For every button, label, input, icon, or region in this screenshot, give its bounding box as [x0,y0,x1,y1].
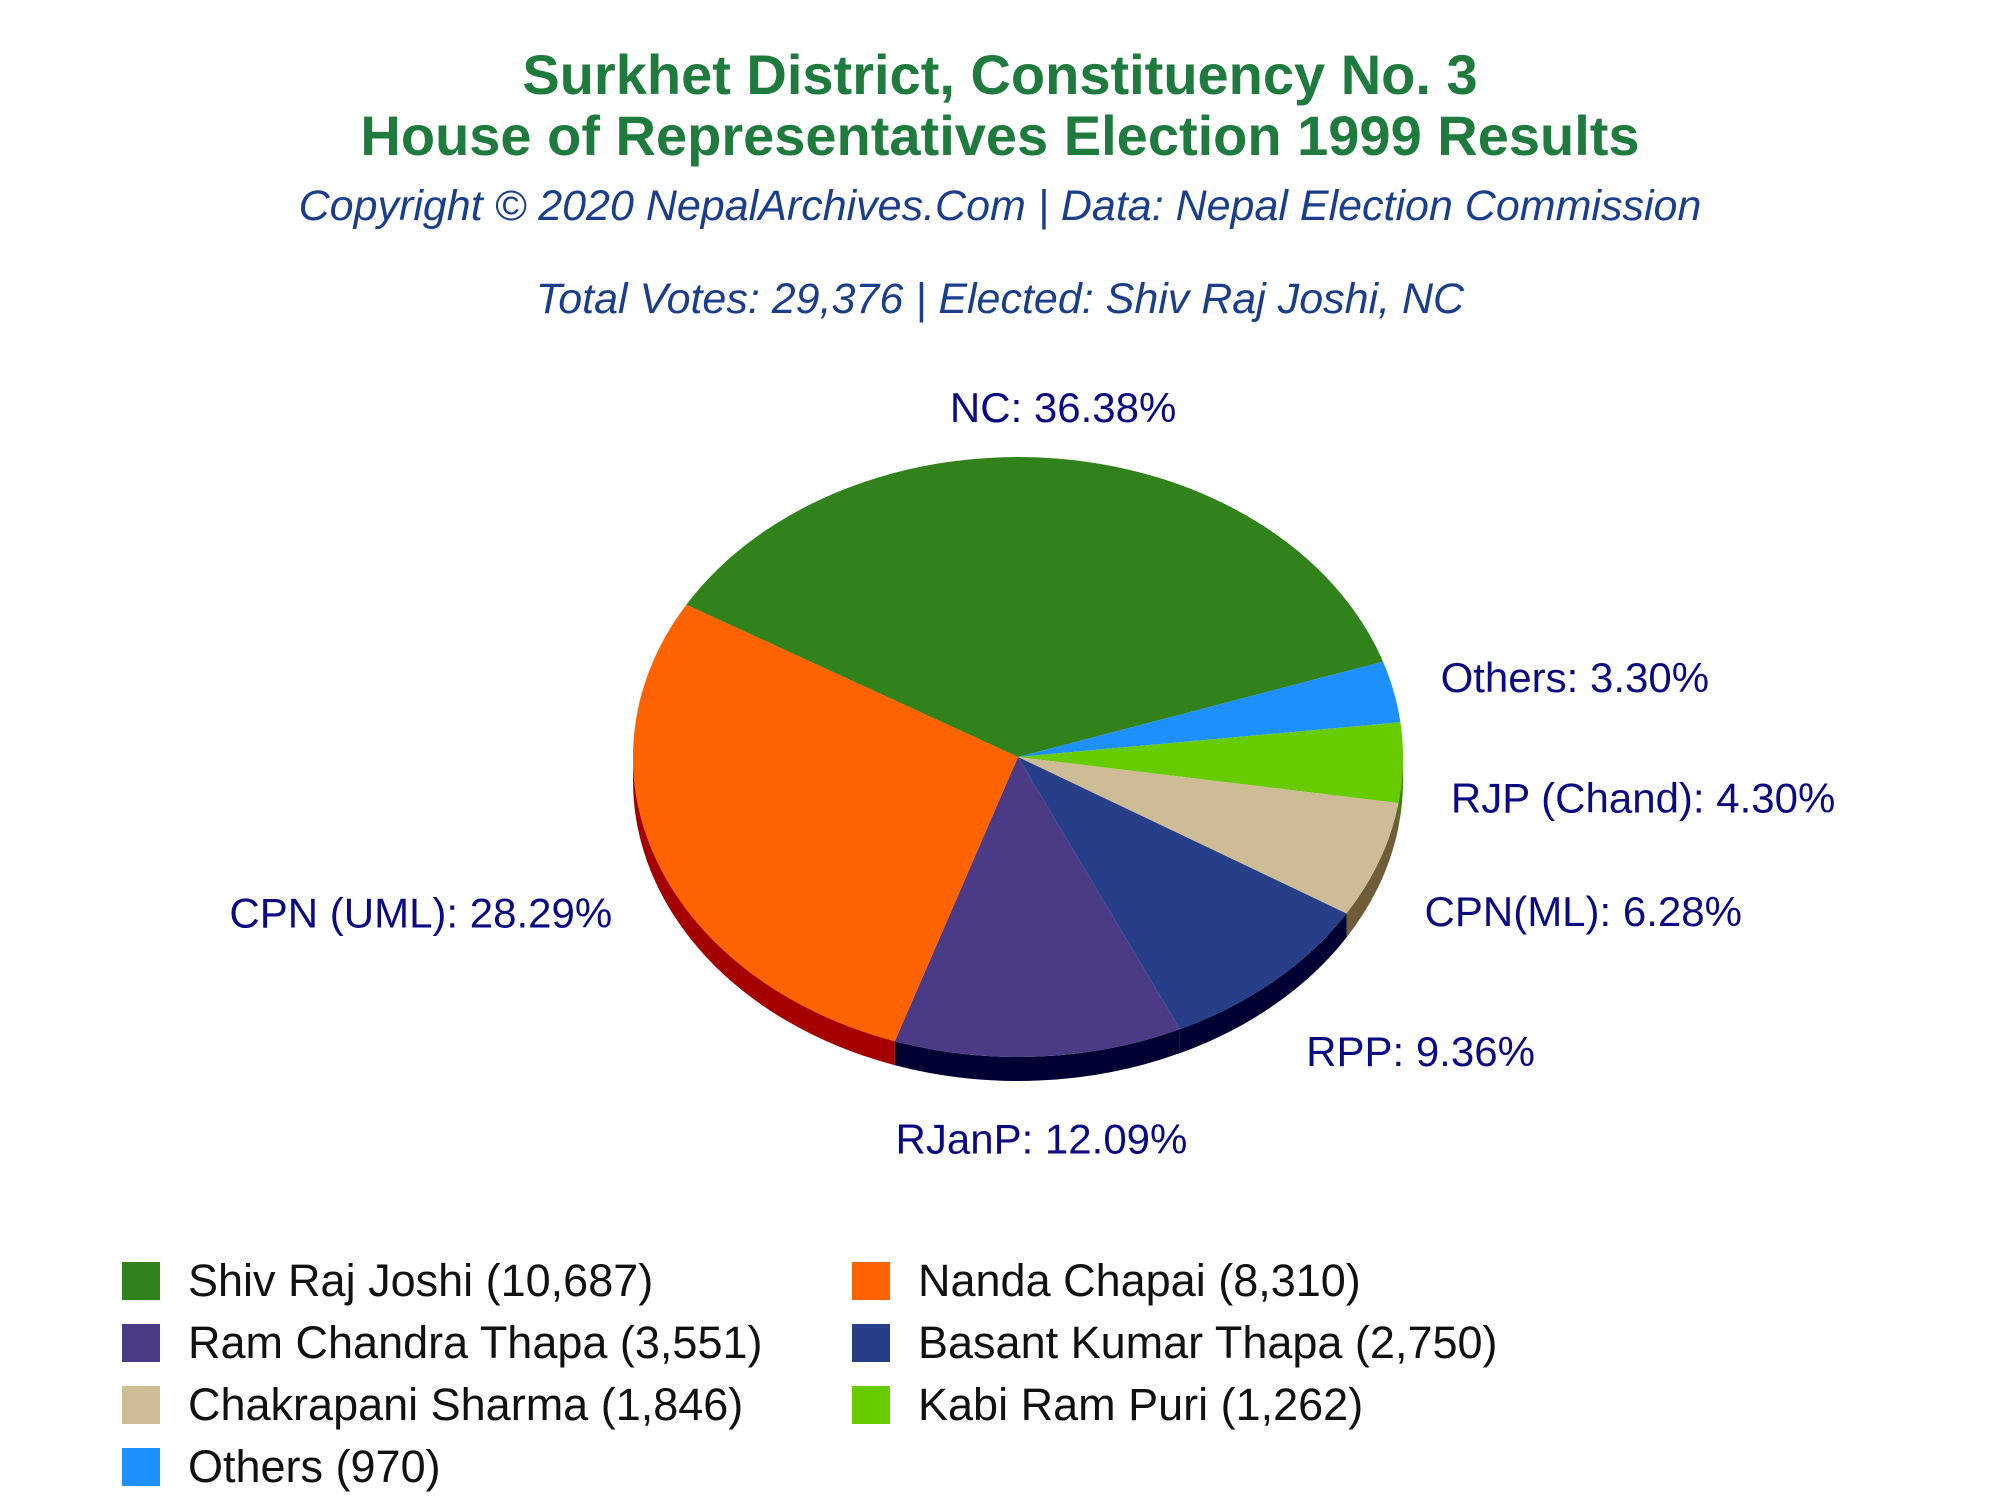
legend-swatch [122,1324,160,1362]
pie-slice-cpn-ml [1018,757,1399,914]
slice-label-cpn-uml: CPN (UML): 28.29% [229,890,612,937]
legend-swatch [852,1262,890,1300]
legend-swatch [122,1448,160,1486]
pie-slice-others [1018,661,1401,757]
slice-label-rpp: RPP: 9.36% [1306,1028,1535,1075]
legend-swatch [852,1386,890,1424]
pie-slice-cpn-uml [632,604,1018,1042]
pie-chart: NC: 36.38% Others: 3.30% RJP (Chand): 4.30… [229,384,1835,1163]
copyright-subtitle: Copyright © 2020 NepalArchives.Com | Dat… [298,182,1702,230]
legend-item-cpn-ml: Chakrapani Sharma (1,846) [122,1379,743,1431]
legend-swatch [122,1386,160,1424]
legend-item-rjanp: Ram Chandra Thapa (3,551) [122,1317,763,1369]
pie-side-rjanp [894,1029,1180,1081]
legend-label: Shiv Raj Joshi (10,687) [188,1255,654,1306]
legend-label: Others (970) [188,1441,441,1492]
legend-label: Kabi Ram Puri (1,262) [918,1379,1364,1430]
pie-side-rpp [1179,913,1347,1054]
legend-item-rpp: Basant Kumar Thapa (2,750) [852,1317,1498,1369]
legend-swatch [852,1324,890,1362]
chart-title-line1: Surkhet District, Constituency No. 3 [522,43,1478,106]
slice-label-cpn-ml: CPN(ML): 6.28% [1425,888,1742,935]
slice-label-rjp-chand: RJP (Chand): 4.30% [1451,775,1835,822]
pie-slice-rpp [1018,757,1347,1030]
legend-swatch [122,1262,160,1300]
pie-side-rjp-chand [1398,757,1403,828]
legend-item-cpn-uml: Nanda Chapai (8,310) [852,1255,1361,1307]
legend-label: Nanda Chapai (8,310) [918,1255,1361,1306]
legend-label: Basant Kumar Thapa (2,750) [918,1317,1498,1368]
chart-title-line2: House of Representatives Election 1999 R… [360,104,1640,167]
legend-item-nc: Shiv Raj Joshi (10,687) [122,1255,653,1307]
pie-slice-rjp-chand [1018,722,1403,804]
summary-subtitle: Total Votes: 29,376 | Elected: Shiv Raj … [535,275,1465,323]
pie-side-cpn-uml [633,757,895,1066]
legend-label: Ram Chandra Thapa (3,551) [188,1317,763,1368]
slice-label-rjanp: RJanP: 12.09% [896,1116,1188,1163]
legend-item-rjp-chand: Kabi Ram Puri (1,262) [852,1379,1363,1431]
pie-slice-rjanp [894,757,1180,1057]
slice-label-nc: NC: 36.38% [950,384,1176,431]
pie-slice-nc [686,457,1384,757]
legend-item-others: Others (970) [122,1441,441,1493]
slice-label-others: Others: 3.30% [1441,654,1709,701]
pie-side-cpn-ml [1346,803,1399,938]
legend-label: Chakrapani Sharma (1,846) [188,1379,744,1430]
